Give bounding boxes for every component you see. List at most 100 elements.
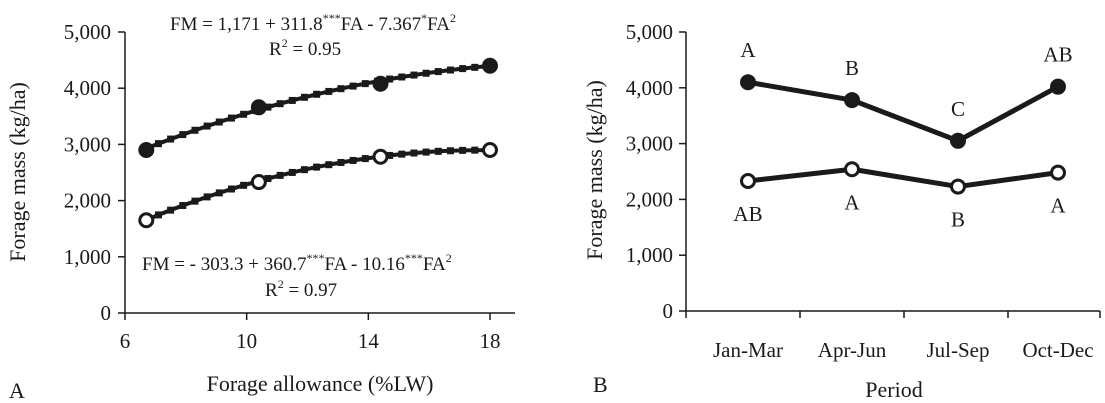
chart-a-series-1-fit-marker (300, 93, 308, 101)
chart-b-significance-letter: A (1050, 194, 1066, 218)
chart-a-series-2-fit-marker (300, 166, 308, 174)
chart-b-x-axis-title: Period (865, 377, 922, 402)
chart-a-series-1-fit-marker (386, 75, 394, 83)
chart-a-series-2-fit-marker (313, 163, 321, 171)
chart-b-significance-letter: B (951, 208, 965, 232)
chart-b-x-tick-label: Jan-Mar (713, 338, 783, 362)
chart-b-y-tick-label: 2,000 (626, 187, 673, 211)
chart-b-significance-letter: B (845, 56, 859, 80)
chart-a-series-1-fit-marker (313, 90, 321, 98)
chart-a-series-2-fit-marker (434, 147, 442, 155)
chart-a-series-2-fit-marker (471, 146, 479, 154)
chart-a-series-2-fit-marker (459, 146, 467, 154)
chart-b-y-tick-label: 1,000 (626, 243, 673, 267)
chart-b-series-1-point (950, 132, 966, 149)
chart-a-series-1-point (482, 57, 498, 74)
chart-a-series-2-fit-marker (264, 175, 272, 183)
chart-a-series-1-fit-marker (288, 96, 296, 104)
chart-b-significance-letter: C (951, 97, 965, 121)
chart-a-y-ticks: 0 1,000 2,000 3,000 4,000 5,000 (64, 20, 125, 325)
chart-a-x-tick-label: 6 (120, 329, 131, 353)
chart-a-series-1-fit-marker (276, 100, 284, 108)
chart-b-y-tick-label: 4,000 (626, 76, 673, 100)
chart-b-series (740, 74, 1066, 195)
chart-a-series-2-fit-marker (240, 181, 248, 189)
chart-b-significance-letter: A (844, 190, 860, 214)
chart-a-series-2-fit-marker (410, 149, 418, 157)
chart-a-series-2-fit-marker (276, 171, 284, 179)
chart-a-series-2-fit-line (145, 148, 488, 222)
chart-a-series-1-fit-marker (167, 135, 175, 143)
chart-a-series-1-fit-marker (154, 140, 162, 148)
chart-a-series-2-point (482, 142, 498, 159)
chart-b-y-tick-label: 3,000 (626, 132, 673, 156)
chart-b-significance-letter: AB (733, 202, 762, 226)
chart-a-series-2-fit-marker (203, 193, 211, 201)
chart-b-series-1-point (844, 92, 860, 109)
chart-a-series-2-r2: R2 = 0.97 (265, 277, 337, 301)
chart-a-series-1-fit-marker (179, 131, 187, 139)
chart-a-series (138, 57, 498, 229)
chart-a-axes (124, 32, 515, 314)
chart-a-series-1-fit-marker (361, 80, 369, 88)
chart-a-series-1-fit-marker (349, 82, 357, 90)
chart-b-series-1-line (747, 79, 1060, 144)
chart-a-series-2-fit-marker (227, 185, 235, 193)
chart-b-panel-label: B (593, 372, 608, 397)
chart-a-series-1-fit-marker (227, 114, 235, 122)
chart-a-series-2-point (250, 174, 267, 191)
chart-a-y-tick-label: 4,000 (64, 76, 111, 100)
chart-a-series-2-fit-marker (349, 156, 357, 164)
chart-a-x-tick-label: 14 (358, 329, 380, 353)
chart-b-significance-letter: A (740, 38, 756, 62)
chart-b-significance-letter: AB (1043, 43, 1072, 67)
chart-b-y-ticks: 0 1,000 2,000 3,000 4,000 5,000 (626, 20, 686, 323)
chart-a-series-1-fit-marker (471, 63, 479, 71)
chart-b-series-1-point (740, 74, 756, 91)
chart-b-x-tick-label: Apr-Jun (818, 338, 887, 362)
chart-b-x-ticks: Jan-Mar Apr-Jun Jul-Sep Oct-Dec (685, 311, 1101, 362)
chart-a-series-1-fit-marker (446, 66, 454, 74)
chart-a-series-1-fit-marker (398, 73, 406, 81)
chart-a-series-1-fit-marker (215, 118, 223, 126)
chart-a-series-2-fit-marker (179, 202, 187, 210)
chart-a-series-2-point (138, 212, 155, 229)
chart-a-series-1-fit-marker (191, 126, 199, 134)
chart-a-series-2-fit-marker (386, 151, 394, 159)
chart-a-y-tick-label: 3,000 (64, 132, 111, 156)
chart-a-x-ticks: 6 10 14 18 (120, 313, 501, 353)
chart-b-series-2-point (1050, 164, 1066, 181)
chart-a-series-2-fit-marker (337, 158, 345, 166)
chart-a-y-axis-title: Forage mass (kg/ha) (5, 82, 30, 262)
chart-a-series-2-fit-marker (154, 211, 162, 219)
chart-a-series-1-point (138, 142, 155, 159)
chart-a-y-tick-label: 1,000 (64, 245, 111, 269)
chart-b-y-tick-label: 5,000 (626, 20, 673, 44)
chart-a-series-1-fit-line (145, 64, 488, 151)
chart-a-series-2-equation: FM = - 303.3 + 360.7***FA - 10.16***FA2 (142, 251, 452, 275)
chart-a-series-2-fit-marker (361, 155, 369, 163)
chart-a-series-1-fit-marker (203, 122, 211, 130)
chart-a-x-tick-label: 18 (480, 329, 501, 353)
chart-a-series-1-fit-marker (410, 71, 418, 79)
chart-b-y-tick-label: 0 (663, 299, 674, 323)
chart-b-series-2-point (740, 172, 756, 189)
chart-a-series-1-fit-marker (459, 65, 467, 73)
chart-a-y-tick-label: 5,000 (64, 20, 111, 44)
chart-a-series-1-equation: FM = 1,171 + 311.8***FA - 7.367*FA2 (170, 11, 456, 35)
chart-a-series-2-fit-marker (398, 150, 406, 158)
chart-a-series-1-fit-marker (434, 68, 442, 76)
chart-a-panel-label: A (9, 378, 25, 403)
chart-a-series-2-fit-marker (215, 189, 223, 197)
chart-a-series-1-fit-marker (240, 110, 248, 118)
chart-a-series-1-point (250, 99, 267, 116)
chart-a-series-2-fit-marker (191, 197, 199, 205)
chart-a-series-2-fit-marker (288, 168, 296, 176)
chart-a-x-tick-label: 10 (236, 329, 257, 353)
chart-a-series-1-fit-marker (337, 85, 345, 93)
chart-a-series-2-fit-marker (446, 147, 454, 155)
chart-a-y-tick-label: 2,000 (64, 189, 111, 213)
chart-b-series-2-point (844, 161, 860, 178)
